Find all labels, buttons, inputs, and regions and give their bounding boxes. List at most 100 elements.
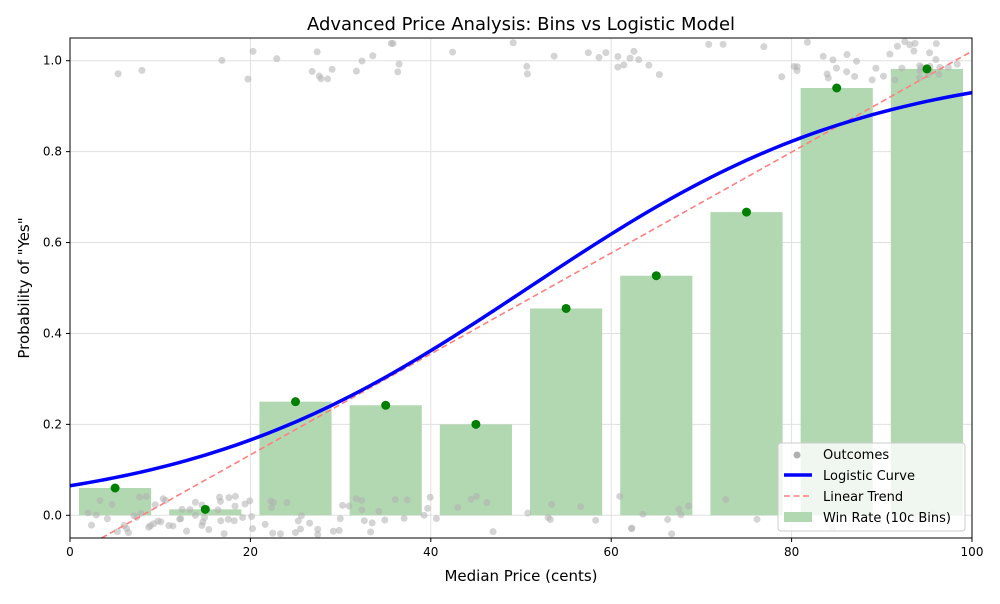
outcome-point — [306, 519, 314, 527]
outcome-point — [483, 499, 491, 507]
legend-linear: Linear Trend — [823, 490, 903, 505]
outcome-point — [283, 498, 291, 506]
logistic-curve — [69, 90, 973, 488]
outcome-point — [910, 47, 918, 55]
outcome-point — [217, 517, 225, 525]
outcome-point — [592, 516, 600, 524]
x-axis-label: Median Price (cents) — [444, 567, 597, 585]
outcome-point — [214, 506, 222, 514]
outcome-point — [367, 528, 375, 536]
outcome-point — [872, 64, 880, 72]
outcome-point — [524, 509, 532, 517]
outcome-point — [225, 494, 233, 502]
outcome-point — [595, 53, 603, 61]
outcome-point — [916, 74, 924, 82]
outcome-point — [432, 515, 440, 523]
outcome-point — [296, 525, 304, 533]
outcome-point — [829, 56, 837, 64]
outcome-point — [142, 493, 150, 501]
linear-trend-line — [101, 50, 973, 539]
outcome-point — [261, 520, 269, 528]
outcome-point — [790, 62, 798, 70]
outcome-point — [614, 53, 622, 61]
outcome-point — [843, 51, 851, 59]
outcome-point — [635, 56, 643, 64]
y-tick-label: 0.0 — [43, 508, 62, 522]
outcome-point — [183, 527, 191, 535]
outcome-point — [151, 501, 159, 509]
outcome-point — [88, 521, 96, 529]
outcome-point — [675, 505, 683, 513]
win-rate-marker — [291, 397, 300, 407]
outcome-point — [313, 48, 321, 56]
outcome-point — [103, 515, 111, 523]
outcome-point — [138, 66, 146, 74]
outcome-point — [329, 527, 337, 535]
outcome-point — [886, 50, 894, 58]
outcome-point — [352, 495, 360, 503]
outcome-point — [626, 54, 634, 62]
outcome-point — [137, 509, 145, 517]
outcome-point — [584, 49, 592, 57]
outcome-point — [241, 500, 249, 508]
outcome-point — [853, 57, 861, 65]
outcome-point — [901, 38, 909, 46]
bars — [79, 68, 963, 516]
outcome-point — [239, 514, 247, 522]
win-rate-marker — [651, 271, 661, 281]
outcome-point — [523, 70, 531, 78]
outcome-point — [291, 529, 299, 537]
y-axis-label: Probability of "Yes" — [15, 217, 33, 358]
outcome-point — [92, 511, 100, 519]
outcome-point — [620, 61, 628, 69]
outcome-point — [358, 57, 366, 65]
outcome-point — [198, 521, 206, 529]
outcome-point — [544, 513, 552, 521]
win-rate-marker — [471, 419, 481, 429]
outcome-point — [677, 511, 685, 519]
y-tick-label: 0.4 — [43, 326, 62, 340]
win-rate-bar — [710, 212, 783, 516]
outcome-point — [231, 502, 239, 510]
outcome-point — [803, 38, 811, 46]
outcome-point — [368, 519, 376, 527]
outcome-point — [645, 61, 653, 69]
outcome-point — [231, 492, 239, 500]
plot-frame — [69, 37, 973, 539]
outcome-point — [224, 515, 232, 523]
outcome-point — [760, 43, 768, 51]
outcome-point — [345, 502, 353, 510]
outcome-point — [276, 530, 284, 538]
win-rate-bar — [620, 275, 693, 516]
outcome-point — [114, 70, 122, 78]
outcome-point — [628, 524, 636, 532]
outcome-point — [932, 40, 940, 48]
outcome-point — [375, 507, 383, 515]
outcome-point — [352, 67, 360, 75]
outcome-point — [395, 60, 403, 68]
outcome-point — [186, 506, 194, 514]
outcome-point — [823, 70, 831, 78]
outcome-point — [244, 75, 252, 83]
outcome-point — [324, 75, 332, 83]
outcome-point — [249, 47, 257, 55]
outcome-point — [851, 72, 859, 80]
outcome-point — [230, 517, 238, 525]
outcome-point — [191, 511, 199, 519]
outcome-point — [467, 495, 475, 503]
outcome-point — [328, 65, 336, 73]
outcome-point — [891, 76, 899, 84]
win-rate-bar — [890, 68, 963, 516]
outcome-point — [898, 64, 906, 72]
outcome-point — [394, 68, 402, 76]
outcome-point — [205, 525, 213, 533]
outcome-point — [335, 526, 343, 534]
legend-outcomes-swatch — [793, 451, 801, 459]
outcome-point — [220, 530, 228, 538]
outcome-point — [269, 529, 277, 537]
win-rate-marker — [742, 207, 751, 217]
legend-bins-swatch — [784, 512, 812, 522]
outcome-point — [84, 509, 92, 517]
x-tick-label: 20 — [243, 545, 258, 559]
